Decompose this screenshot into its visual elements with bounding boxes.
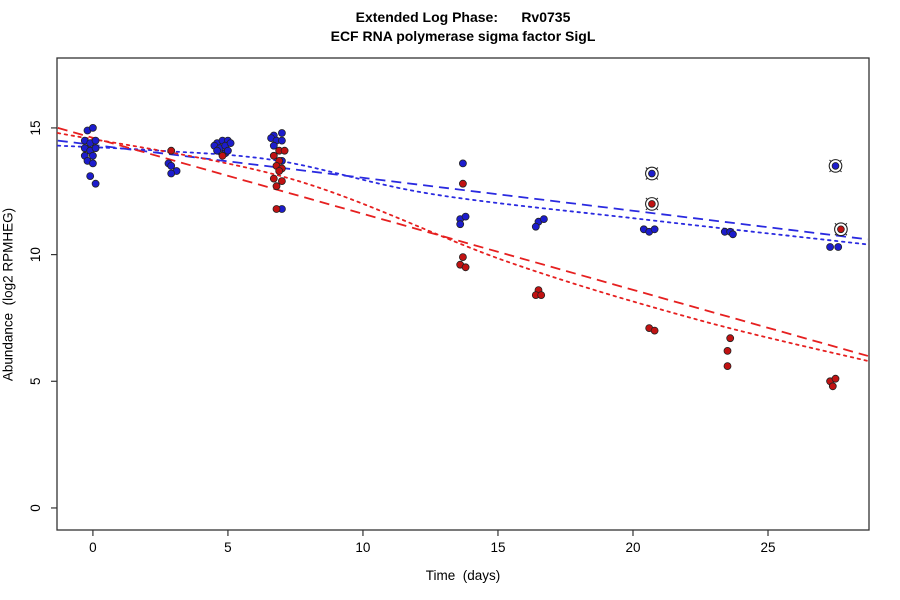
blue-spline-fit xyxy=(56,144,869,246)
data-point-condition-blue xyxy=(834,243,843,251)
data-point-condition-red xyxy=(461,263,470,272)
data-point-condition-red xyxy=(831,374,840,383)
title-block: Extended Log Phase: Rv0735 ECF RNA polym… xyxy=(57,8,869,46)
x-tick-label: 15 xyxy=(490,540,505,555)
data-point-condition-red xyxy=(723,346,732,355)
data-point-condition-blue xyxy=(213,146,222,155)
data-point-condition-red xyxy=(167,146,176,155)
x-tick-label: 25 xyxy=(760,540,775,555)
data-point-condition-blue xyxy=(226,139,235,148)
outlier-data-point xyxy=(648,169,656,178)
data-point-condition-red xyxy=(269,151,278,160)
outlier-data-point xyxy=(837,225,845,234)
data-point-condition-blue xyxy=(458,159,467,168)
data-point-condition-blue xyxy=(91,136,100,145)
data-point-condition-blue xyxy=(826,243,834,251)
data-point-condition-blue xyxy=(650,225,659,234)
chart-title: Extended Log Phase: Rv0735 xyxy=(355,9,571,25)
chart-subtitle: ECF RNA polymerase sigma factor SigL xyxy=(330,28,596,44)
data-point-condition-red xyxy=(726,334,735,343)
x-axis-label: Time (days) xyxy=(425,568,501,583)
x-tick-label: 10 xyxy=(355,540,370,555)
plot-box xyxy=(56,57,870,531)
data-point-condition-blue xyxy=(540,215,548,224)
x-tick-label: 20 xyxy=(625,540,640,555)
data-point-condition-blue xyxy=(89,159,97,168)
x-tick-label: 5 xyxy=(224,540,232,555)
y-tick-label: 15 xyxy=(28,120,43,135)
blue-linear-fit xyxy=(57,139,869,241)
data-point-condition-blue xyxy=(89,151,97,160)
data-point-condition-red xyxy=(218,151,227,160)
data-point-condition-blue xyxy=(729,230,737,239)
data-point-condition-red xyxy=(272,182,281,191)
data-point-condition-red xyxy=(275,167,284,175)
data-point-condition-blue xyxy=(531,222,540,231)
data-point-condition-red xyxy=(458,253,467,262)
data-point-condition-red xyxy=(272,205,281,213)
data-point-condition-blue xyxy=(89,124,97,132)
data-point-condition-red xyxy=(458,179,467,188)
data-point-condition-blue xyxy=(277,136,286,145)
data-point-condition-blue xyxy=(167,161,176,170)
data-point-condition-blue xyxy=(461,212,470,221)
outlier-data-point xyxy=(648,200,656,208)
y-tick-label: 0 xyxy=(28,504,43,512)
outlier-data-point xyxy=(831,162,840,170)
data-point-condition-red xyxy=(280,146,289,155)
red-spline-fit xyxy=(56,132,869,362)
red-linear-fit xyxy=(57,127,869,357)
data-point-condition-blue xyxy=(86,172,95,181)
data-point-condition-blue xyxy=(277,129,286,137)
data-point-condition-blue xyxy=(456,220,465,229)
data-point-condition-red xyxy=(277,177,286,186)
data-point-condition-blue xyxy=(91,144,100,153)
data-point-condition-blue xyxy=(91,179,100,188)
x-tick-label: 0 xyxy=(89,540,97,555)
data-point-condition-blue xyxy=(269,141,278,150)
data-point-condition-blue xyxy=(167,169,176,178)
data-point-condition-blue xyxy=(223,146,232,155)
data-point-condition-red xyxy=(828,382,837,391)
data-point-condition-red xyxy=(723,362,732,371)
data-point-condition-red xyxy=(269,174,278,183)
data-point-condition-red xyxy=(650,326,659,335)
y-tick-label: 10 xyxy=(28,247,43,262)
y-tick-label: 5 xyxy=(28,378,43,386)
data-point-condition-red xyxy=(537,291,546,300)
